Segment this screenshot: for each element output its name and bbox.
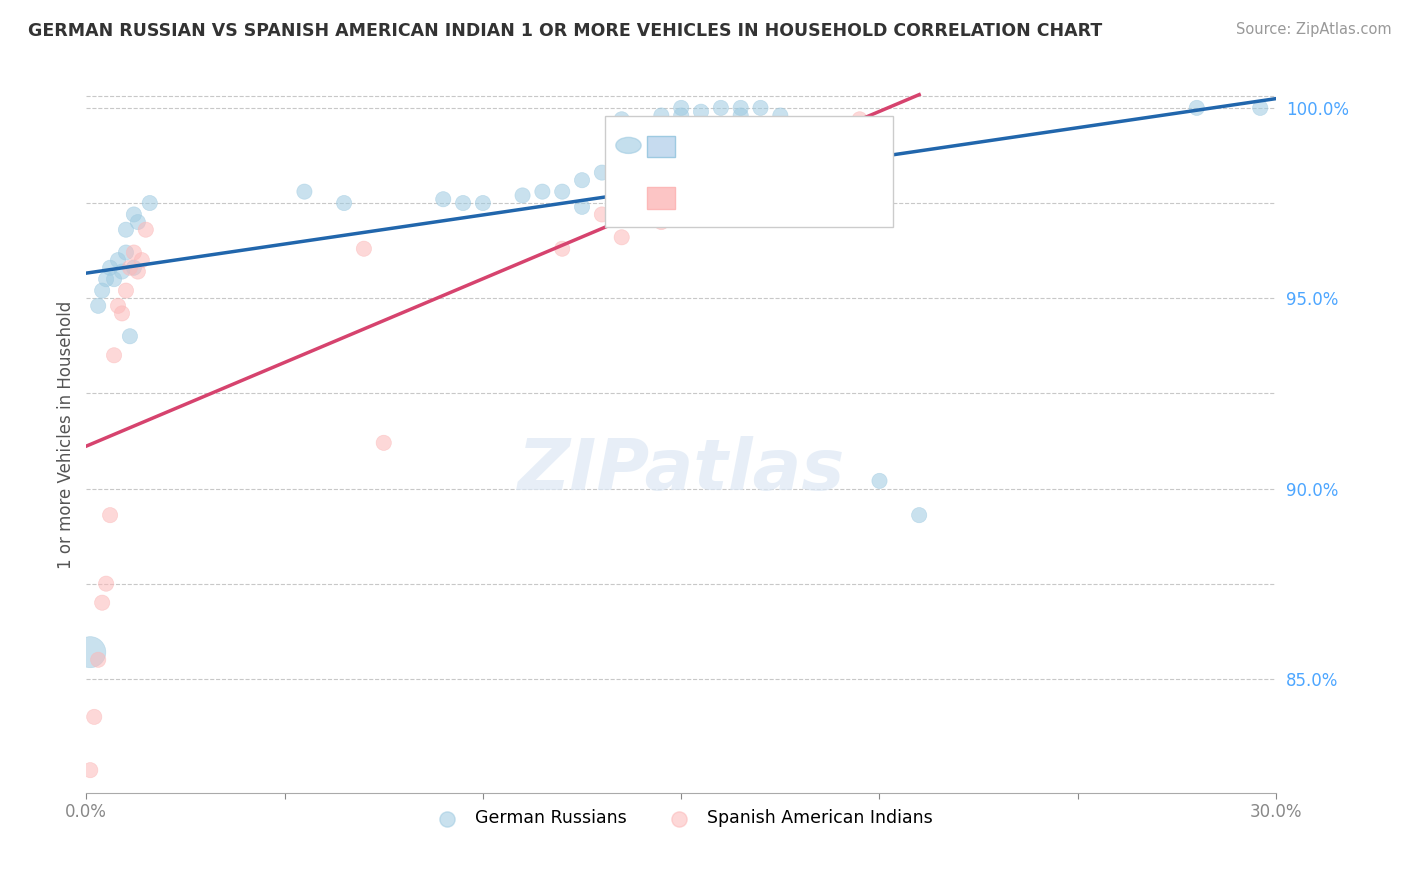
Point <box>710 177 733 191</box>
Point <box>571 173 593 187</box>
Point <box>115 222 138 236</box>
Point <box>610 230 633 244</box>
Point <box>373 435 395 450</box>
Point <box>571 200 593 214</box>
Text: GERMAN RUSSIAN VS SPANISH AMERICAN INDIAN 1 OR MORE VEHICLES IN HOUSEHOLD CORREL: GERMAN RUSSIAN VS SPANISH AMERICAN INDIA… <box>28 22 1102 40</box>
Point <box>94 272 117 286</box>
Point <box>118 329 141 343</box>
Point <box>828 124 851 138</box>
Point <box>1249 101 1271 115</box>
Point <box>103 348 125 362</box>
Point <box>98 260 121 275</box>
Point <box>87 653 110 667</box>
Point <box>122 260 145 275</box>
Point <box>111 264 134 278</box>
Point <box>103 272 125 286</box>
Point <box>551 242 574 256</box>
Point <box>139 196 162 211</box>
Point <box>730 101 752 115</box>
Point <box>111 306 134 320</box>
Point <box>91 596 114 610</box>
Point <box>669 101 692 115</box>
Point <box>610 112 633 127</box>
Point <box>127 215 149 229</box>
Point <box>91 284 114 298</box>
Point <box>669 108 692 122</box>
Point <box>294 185 316 199</box>
Point <box>512 188 534 202</box>
Point <box>808 128 831 142</box>
Point <box>79 763 101 777</box>
Point <box>135 222 157 236</box>
Point <box>769 108 792 122</box>
Point <box>630 207 652 221</box>
Point <box>107 299 129 313</box>
Point <box>131 253 153 268</box>
Point <box>908 508 931 523</box>
Point <box>333 196 356 211</box>
Point <box>690 104 713 119</box>
Point <box>115 284 138 298</box>
Point <box>122 207 145 221</box>
Point <box>789 139 811 153</box>
Point <box>650 128 672 142</box>
Text: R = 0.244   N = 42: R = 0.244 N = 42 <box>682 136 846 153</box>
Point <box>650 108 672 122</box>
Text: R =  0.124   N = 34: R = 0.124 N = 34 <box>682 187 852 205</box>
Point <box>531 185 554 199</box>
Point <box>87 299 110 313</box>
Point <box>432 192 454 206</box>
Point <box>551 185 574 199</box>
Point <box>94 576 117 591</box>
Y-axis label: 1 or more Vehicles in Household: 1 or more Vehicles in Household <box>58 301 75 569</box>
Point <box>591 207 613 221</box>
Point <box>669 196 692 211</box>
Point <box>353 242 375 256</box>
Point <box>630 139 652 153</box>
Point <box>749 101 772 115</box>
Point <box>690 192 713 206</box>
Point <box>730 108 752 122</box>
Point <box>730 161 752 176</box>
Legend: German Russians, Spanish American Indians: German Russians, Spanish American Indian… <box>423 803 939 834</box>
Point <box>848 112 870 127</box>
Point <box>79 645 101 659</box>
Point <box>115 245 138 260</box>
Point <box>451 196 474 211</box>
Point <box>749 154 772 169</box>
Point <box>710 101 733 115</box>
Point <box>471 196 494 211</box>
Point <box>98 508 121 523</box>
Point <box>107 253 129 268</box>
Text: Source: ZipAtlas.com: Source: ZipAtlas.com <box>1236 22 1392 37</box>
Point <box>650 215 672 229</box>
Point <box>591 165 613 179</box>
Point <box>118 260 141 275</box>
Point <box>127 264 149 278</box>
Point <box>83 710 105 724</box>
Point <box>122 245 145 260</box>
Point <box>769 146 792 161</box>
Point <box>1185 101 1208 115</box>
Text: ZIPatlas: ZIPatlas <box>517 436 845 506</box>
Point <box>869 474 891 488</box>
